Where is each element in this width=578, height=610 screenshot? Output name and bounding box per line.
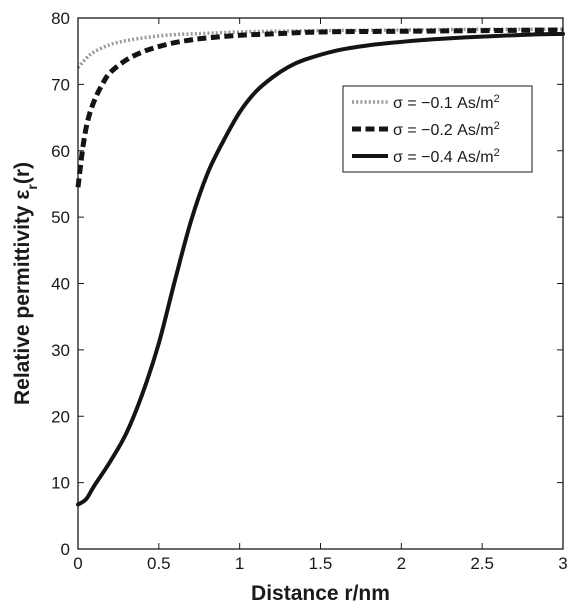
y-axis-title-main: Relative permittivity ε [11,190,34,405]
legend-label-3: σ = −0.4 As/m2 [393,147,500,166]
y-tick-label: 20 [51,407,70,426]
series-layer [75,27,565,507]
y-axis-title-subscript: r [24,184,40,190]
x-tick-label: 1.5 [309,554,333,573]
legend-label-main: σ = −0.1 As/m [393,95,494,112]
y-tick-label: 40 [51,275,70,294]
y-tick-label: 10 [51,474,70,493]
y-axis-title: Relative permittivity εr(r) [11,162,40,405]
legend-label-superscript: 2 [494,147,500,159]
legend-label-main: σ = −0.2 As/m [393,122,494,139]
y-tick-label: 0 [61,540,70,559]
y-tick-label: 80 [51,9,70,28]
x-tick-label: 1 [235,554,244,573]
x-tick-label: 2.5 [470,554,494,573]
x-axis-title: Distance r/nm [251,582,390,605]
x-tick-label: 0 [73,554,82,573]
x-tick-label: 0.5 [147,554,171,573]
series-line-2 [75,27,564,188]
y-tick-label: 50 [51,208,70,227]
legend: σ = −0.1 As/m2σ = −0.2 As/m2σ = −0.4 As/… [342,85,533,173]
y-axis-title-tail: (r) [11,162,34,184]
legend-label-2: σ = −0.2 As/m2 [393,120,500,139]
legend-label-superscript: 2 [494,120,500,132]
x-tick-label: 2 [397,554,406,573]
series-line-3 [76,31,565,507]
y-tick-label: 70 [51,75,70,94]
legend-label-1: σ = −0.1 As/m2 [393,93,500,112]
legend-label-superscript: 2 [494,93,500,105]
y-tick-label: 30 [51,341,70,360]
legend-label-main: σ = −0.4 As/m [393,149,494,166]
x-tick-label: 3 [558,554,567,573]
y-tick-label: 60 [51,142,70,161]
